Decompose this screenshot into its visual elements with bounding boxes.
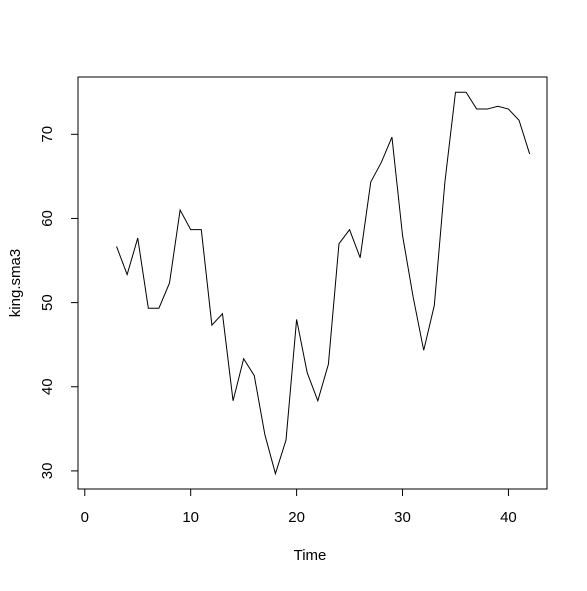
x-tick-label: 0 (81, 509, 89, 526)
y-tick-label: 60 (39, 210, 56, 227)
y-tick-label: 30 (39, 463, 56, 480)
x-tick-label: 40 (500, 509, 517, 526)
y-tick-label: 70 (39, 126, 56, 143)
y-axis-label: king.sma3 (7, 249, 24, 317)
x-tick-label: 30 (394, 509, 411, 526)
x-axis-label: Time (294, 547, 327, 564)
x-tick-label: 10 (182, 509, 199, 526)
x-tick-label: 20 (288, 509, 305, 526)
plot-box (77, 76, 548, 490)
data-line (116, 91, 531, 476)
y-tick-label: 40 (39, 378, 56, 395)
y-tick-label: 50 (39, 294, 56, 311)
